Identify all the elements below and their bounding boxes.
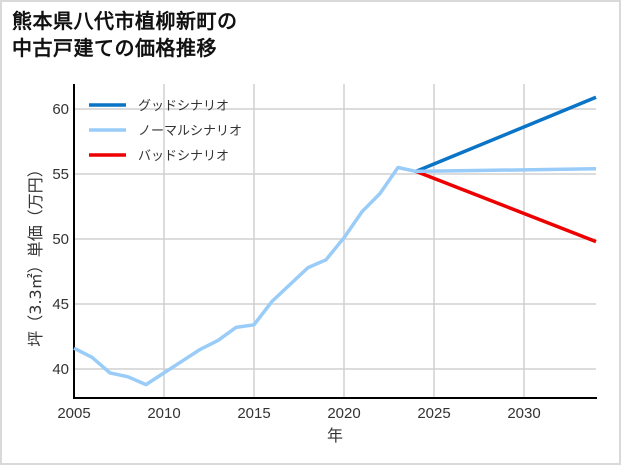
axes: [73, 84, 597, 399]
y-tick-label: 45: [52, 296, 69, 313]
y-axis-label: 坪（3.3㎡）単価（万円）: [26, 161, 45, 346]
y-tick-labels: 60 55 50 45 40: [52, 101, 69, 378]
data-lines: [73, 95, 597, 387]
chart-title-line1: 熊本県八代市植柳新町の: [12, 9, 238, 33]
x-tick-label: 2025: [417, 405, 450, 422]
y-tick-label: 40: [52, 361, 69, 378]
chart-title-line2: 中古戸建ての価格推移: [12, 36, 217, 60]
x-tick-label: 2020: [327, 405, 360, 422]
x-tick-label: 2015: [237, 405, 270, 422]
x-tick-label: 2005: [57, 405, 90, 422]
series-line-2: [415, 169, 597, 244]
gridlines: [74, 84, 596, 398]
x-tick-label: 2030: [507, 405, 540, 422]
x-tick-label: 2010: [147, 405, 180, 422]
legend-label: ノーマルシナリオ: [138, 124, 242, 139]
legend-label: グッドシナリオ: [138, 99, 229, 114]
series-line-1: [415, 167, 597, 174]
chart-title: 熊本県八代市植柳新町の 中古戸建ての価格推移: [12, 8, 238, 62]
legend-label: バッドシナリオ: [138, 149, 229, 164]
y-tick-label: 50: [52, 231, 69, 248]
x-tick-labels: 2005 2010 2015 2020 2025 2030: [57, 405, 540, 422]
series-line-0: [415, 95, 597, 174]
historical-line: [73, 165, 417, 387]
x-axis-label: 年: [327, 426, 343, 445]
y-tick-label: 55: [52, 166, 69, 183]
y-tick-label: 60: [52, 101, 69, 118]
